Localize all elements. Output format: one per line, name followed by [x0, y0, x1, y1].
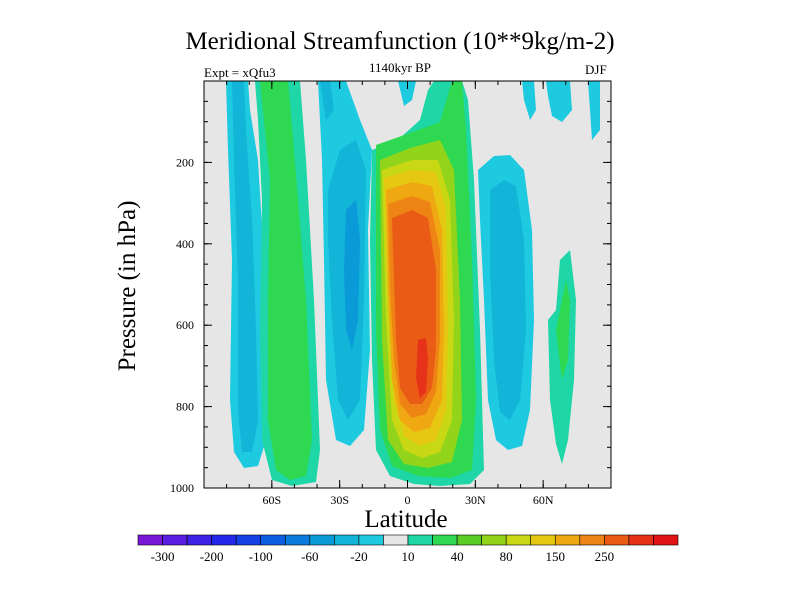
- y-tick-label: 200: [176, 155, 194, 169]
- colorbar-tick-label: 40: [451, 549, 464, 564]
- colorbar-tick-label: -100: [249, 549, 273, 564]
- winter-hadley-core: [416, 338, 428, 398]
- equatorial-upper-negative: [398, 81, 416, 106]
- colorbar-swatch: [505, 534, 532, 546]
- colorbar-swatch: [162, 534, 188, 546]
- colorbar-tick-label: 80: [500, 549, 513, 564]
- colorbar-swatch: [653, 534, 679, 546]
- colorbar-tick-label: 250: [595, 549, 615, 564]
- colorbar-tick-label: -60: [301, 549, 318, 564]
- colorbar-swatch: [456, 534, 482, 546]
- y-tick-label: 600: [176, 318, 194, 332]
- chart-title: Meridional Streamfunction (10**9kg/m-2): [185, 28, 615, 55]
- colorbar-swatch: [628, 534, 654, 546]
- colorbar-swatch: [530, 534, 556, 546]
- x-tick-label: 30N: [465, 493, 486, 507]
- x-tick-label: 60S: [262, 493, 281, 507]
- experiment-label: Expt = xQfu3: [204, 65, 276, 80]
- colorbar-swatch: [235, 534, 262, 546]
- colorbar-swatch: [309, 534, 335, 546]
- sh-polar-cell-inner: [232, 81, 258, 452]
- colorbar-swatch: [137, 534, 163, 546]
- sh-hadley-top-streak: [320, 81, 334, 120]
- axes: 60S 30S 0 30N 60N 200 400 600 800 1000: [170, 81, 611, 507]
- colorbar-swatch: [579, 534, 605, 546]
- x-tick-label: 30S: [330, 493, 349, 507]
- colorbar-swatch: [432, 534, 458, 546]
- colorbar-tick-label: -200: [200, 549, 224, 564]
- colorbar-swatch: [260, 534, 286, 546]
- colorbar: -300 -200 -100 -60 -20 10 40 80 150 250: [137, 534, 679, 564]
- colorbar-tick-label: 150: [546, 549, 566, 564]
- colorbar-tick-label: 10: [402, 549, 415, 564]
- x-tick-label: 60N: [533, 493, 554, 507]
- season-label: DJF: [585, 62, 607, 77]
- nh-upper-streak-2: [546, 81, 572, 122]
- y-tick-label: 400: [176, 237, 194, 251]
- colorbar-swatch: [554, 534, 581, 546]
- nh-upper-streak-3: [588, 81, 600, 140]
- nh-ferrel-inner: [490, 180, 526, 420]
- contour-fields: [226, 81, 600, 486]
- colorbar-swatch: [481, 534, 507, 546]
- nh-polar-inner: [556, 280, 570, 380]
- colorbar-swatch: [211, 534, 237, 546]
- colorbar-tick-label: -20: [350, 549, 367, 564]
- colorbar-tick-label: -300: [151, 549, 175, 564]
- colorbar-swatch: [604, 534, 630, 546]
- colorbar-swatch: [284, 534, 311, 546]
- x-axis-label: Latitude: [364, 506, 448, 533]
- colorbar-swatch: [383, 534, 409, 546]
- colorbar-swatch: [358, 534, 384, 546]
- nh-upper-streak-1: [522, 81, 536, 120]
- colorbar-swatch: [407, 534, 433, 546]
- sh-ferrel-cell-inner: [260, 81, 312, 480]
- time-label: 1140kyr BP: [369, 60, 431, 75]
- colorbar-swatch: [186, 534, 212, 546]
- x-tick-label: 0: [405, 493, 411, 507]
- y-tick-label: 800: [176, 400, 194, 414]
- y-tick-label: 1000: [170, 481, 194, 495]
- sh-hadley-core: [344, 200, 360, 350]
- colorbar-swatch: [334, 534, 360, 546]
